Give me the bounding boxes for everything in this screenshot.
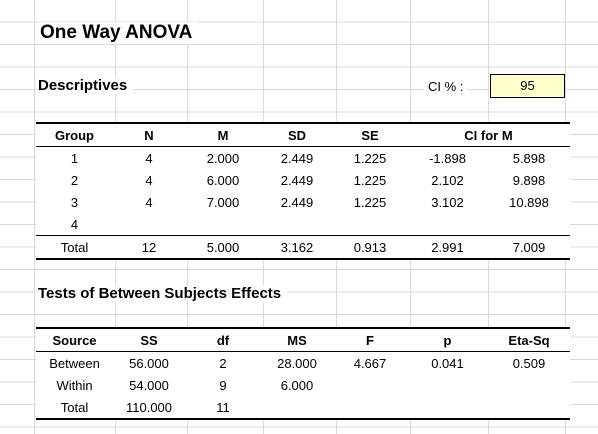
cell-ms[interactable]: 6.000	[280, 377, 314, 393]
table-row: Within 54.000 9 6.000	[36, 374, 570, 396]
cell-m[interactable]: 6.000	[206, 172, 240, 188]
cell-ci-lower-total[interactable]: 2.991	[431, 239, 464, 255]
descriptives-table: Group N M SD SE CI for M 1 4 2.000 2.449…	[36, 122, 570, 260]
cell-ci-upper-total[interactable]: 7.009	[512, 239, 546, 255]
table-row: Between 56.000 2 28.000 4.667 0.041 0.50…	[36, 352, 570, 375]
cell-se[interactable]	[333, 213, 407, 236]
cell-source[interactable]: Between	[49, 355, 100, 371]
cell-n-total[interactable]: 12	[141, 239, 157, 255]
cell-df[interactable]: 9	[219, 377, 227, 393]
col-header-ms[interactable]: MS	[287, 332, 307, 348]
cell-ci-upper[interactable]: 5.898	[512, 150, 546, 166]
cell-eta-sq[interactable]	[488, 396, 570, 419]
tests-table: Source SS df MS F p Eta-Sq Between 56.00…	[36, 327, 570, 420]
cell-m[interactable]: 2.000	[206, 150, 240, 166]
sheet-title: One Way ANOVA	[40, 22, 199, 44]
cell-eta-sq[interactable]	[488, 374, 570, 396]
cell-n[interactable]: 4	[145, 172, 153, 188]
cell-m[interactable]: 7.000	[206, 194, 240, 210]
cell-ci-upper[interactable]: 10.898	[509, 194, 549, 210]
cell-f[interactable]	[333, 396, 407, 419]
cell-n[interactable]	[113, 213, 185, 236]
col-header-group[interactable]: Group	[55, 127, 94, 143]
cell-group[interactable]: 2	[70, 172, 79, 188]
col-header-se[interactable]: SE	[361, 127, 379, 143]
col-header-df[interactable]: df	[216, 332, 230, 348]
table-row: 1 4 2.000 2.449 1.225 -1.898 5.898	[36, 147, 570, 170]
cell-m-total[interactable]: 5.000	[206, 239, 240, 255]
cell-ci-upper[interactable]: 9.898	[512, 172, 546, 188]
descriptives-header-row: Group N M SD SE CI for M	[36, 123, 570, 147]
col-header-p[interactable]: p	[443, 332, 452, 348]
cell-ci-lower[interactable]: 3.102	[431, 194, 464, 210]
cell-p[interactable]: 0.041	[431, 355, 464, 371]
cell-ss[interactable]: 54.000	[129, 377, 169, 393]
cell-se[interactable]: 1.225	[353, 150, 387, 166]
table-row: 3 4 7.000 2.449 1.225 3.102 10.898	[36, 191, 570, 213]
col-header-ss[interactable]: SS	[140, 332, 158, 348]
col-header-n[interactable]: N	[144, 127, 154, 143]
ci-percent-label: CI % :	[424, 79, 468, 94]
col-header-m[interactable]: M	[217, 127, 229, 143]
cell-ci-lower[interactable]: -1.898	[429, 150, 466, 166]
cell-sd[interactable]	[261, 213, 333, 236]
cell-ms[interactable]: 28.000	[277, 355, 317, 371]
col-header-ci-for-m[interactable]: CI for M	[464, 127, 513, 143]
cell-p[interactable]	[407, 396, 488, 419]
cell-sd[interactable]: 2.449	[280, 172, 314, 188]
tests-header-row: Source SS df MS F p Eta-Sq	[36, 328, 570, 352]
col-header-sd[interactable]: SD	[287, 127, 307, 143]
table-row: 2 4 6.000 2.449 1.225 2.102 9.898	[36, 169, 570, 191]
cell-ci-lower[interactable]: 2.102	[431, 172, 464, 188]
cell-se[interactable]: 1.225	[353, 194, 387, 210]
cell-df[interactable]: 2	[219, 355, 227, 371]
col-header-source[interactable]: Source	[52, 332, 97, 348]
cell-m[interactable]	[185, 213, 261, 236]
cell-sd[interactable]: 2.449	[280, 150, 314, 166]
cell-sd-total[interactable]: 3.162	[280, 239, 314, 255]
tests-heading: Tests of Between Subjects Effects	[38, 285, 288, 302]
cell-ms[interactable]	[261, 396, 333, 419]
cell-ci-lower[interactable]	[407, 213, 488, 236]
cell-eta-sq[interactable]: 0.509	[512, 355, 546, 371]
cell-f[interactable]: 4.667	[353, 355, 387, 371]
cell-ss[interactable]: 110.000	[125, 399, 173, 415]
table-row-total: Total 12 5.000 3.162 0.913 2.991 7.009	[36, 235, 570, 259]
cell-group[interactable]: 4	[70, 216, 79, 232]
cell-df[interactable]: 11	[216, 399, 230, 415]
table-row: 4	[36, 213, 570, 236]
cell-f[interactable]	[333, 374, 407, 396]
cell-n[interactable]: 4	[145, 150, 153, 166]
cell-ci-upper[interactable]	[488, 213, 570, 236]
cell-group-total[interactable]: Total	[60, 239, 89, 255]
col-header-eta-sq[interactable]: Eta-Sq	[508, 332, 550, 348]
descriptives-heading: Descriptives	[38, 77, 134, 94]
cell-se-total[interactable]: 0.913	[353, 239, 387, 255]
cell-n[interactable]: 4	[145, 194, 153, 210]
cell-se[interactable]: 1.225	[353, 172, 387, 188]
ci-percent-input[interactable]: 95	[490, 74, 565, 98]
cell-group[interactable]: 1	[70, 150, 79, 166]
cell-source[interactable]: Within	[56, 377, 93, 393]
cell-ss[interactable]: 56.000	[129, 355, 169, 371]
cell-group[interactable]: 3	[70, 194, 79, 210]
col-header-f[interactable]: F	[366, 332, 374, 348]
cell-source[interactable]: Total	[60, 399, 89, 415]
cell-p[interactable]	[407, 374, 488, 396]
table-row: Total 110.000 11	[36, 396, 570, 419]
cell-sd[interactable]: 2.449	[280, 194, 314, 210]
